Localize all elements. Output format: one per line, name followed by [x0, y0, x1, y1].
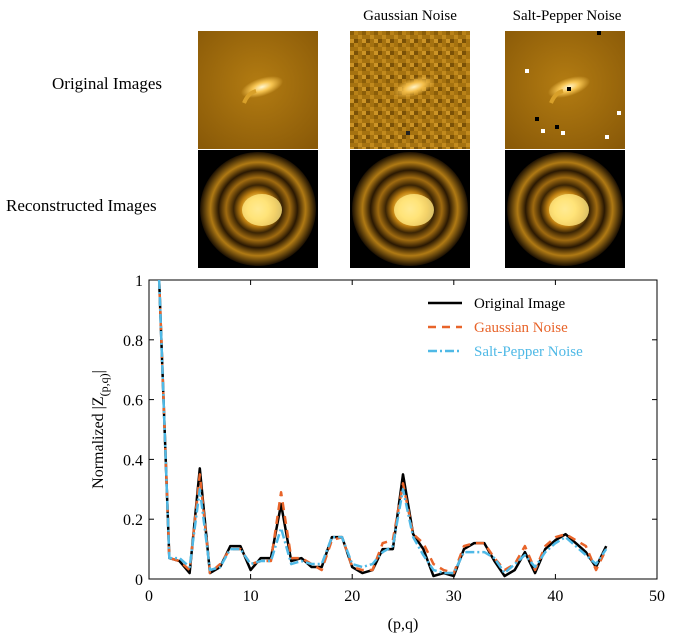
y-axis-label: Normalized |Z(p,q)| [90, 370, 111, 489]
legend-label: Salt-Pepper Noise [474, 344, 583, 360]
reconstructed-gaussian-thumbnail [350, 150, 470, 268]
zernike-moment-chart: 0 10 20 30 40 50 0 0.2 0.4 0.6 0.8 1 (p,q) Normalized… [90, 273, 665, 633]
chart-series [157, 279, 608, 578]
reconstructed-original-thumbnail [198, 150, 318, 268]
y-tick-label: 0 [135, 572, 143, 589]
series-line-0 [157, 279, 608, 578]
chart-legend: Original Image Gaussian Noise Salt-Pepper … [428, 296, 583, 360]
x-tick-label: 30 [446, 588, 462, 605]
y-tick-label: 0.2 [123, 512, 143, 529]
legend-label: Gaussian Noise [474, 320, 568, 336]
column-title-gaussian: Gaussian Noise [363, 8, 457, 24]
gaussian-noise-image-thumbnail [350, 31, 470, 149]
y-tick-label: 0.4 [123, 452, 143, 469]
chart-axes: 0 10 20 30 40 50 0 0.2 0.4 0.6 0.8 1 (p,q) Normalized… [90, 273, 665, 633]
series-line-2 [157, 279, 608, 575]
row-label-reconstructed: Reconstructed Images [6, 196, 157, 215]
legend-label: Original Image [474, 296, 566, 312]
x-axis-label: (p,q) [388, 616, 419, 633]
row-label-original: Original Images [52, 74, 162, 93]
x-tick-label: 40 [547, 588, 563, 605]
y-tick-label: 0.6 [123, 393, 143, 410]
salt-pepper-image-thumbnail [505, 31, 625, 149]
x-tick-label: 50 [649, 588, 665, 605]
x-tick-label: 0 [145, 588, 153, 605]
original-image-thumbnail [198, 31, 318, 149]
y-tick-label: 0.8 [123, 333, 143, 350]
reconstructed-salt-pepper-thumbnail [505, 150, 625, 268]
plot-frame [148, 279, 658, 580]
x-tick-label: 20 [344, 588, 360, 605]
y-tick-label: 1 [135, 273, 143, 290]
column-title-salt-pepper: Salt-Pepper Noise [512, 8, 622, 24]
x-tick-label: 10 [243, 588, 259, 605]
